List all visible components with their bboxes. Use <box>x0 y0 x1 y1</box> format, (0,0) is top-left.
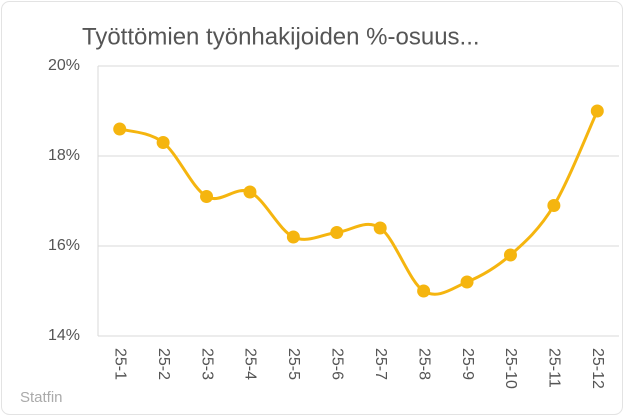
x-tick-label: 25-10 <box>502 348 519 389</box>
data-point <box>503 248 517 262</box>
data-point <box>200 190 214 203</box>
y-tick-label: 18% <box>48 147 80 164</box>
y-tick-label: 14% <box>48 327 80 344</box>
data-point <box>156 136 170 149</box>
x-tick-label: 25-5 <box>285 348 302 380</box>
data-point <box>113 122 127 136</box>
x-tick-label: 25-4 <box>242 348 259 380</box>
data-point <box>330 226 344 239</box>
chart-title: Työttömien työnhakijoiden %-osuus... <box>82 23 480 50</box>
x-tick-label: 25-7 <box>372 348 389 380</box>
x-tick-label: 25-8 <box>415 348 432 380</box>
x-tick-label: 25-6 <box>329 348 346 380</box>
data-point <box>417 284 431 298</box>
data-point <box>460 275 474 289</box>
data-point <box>286 230 300 244</box>
data-point <box>243 185 257 199</box>
data-point <box>373 221 387 235</box>
source: Statfin <box>20 389 63 406</box>
y-tick-label: 20% <box>48 57 80 74</box>
x-tick-label: 25-1 <box>111 348 128 380</box>
x-tick-label: 25-2 <box>155 348 172 380</box>
y-tick-label: 16% <box>48 237 80 254</box>
x-tick-label: 25-3 <box>198 348 215 380</box>
data-point <box>547 199 561 212</box>
x-tick-label: 25-12 <box>589 348 606 389</box>
data-point <box>590 104 604 118</box>
x-tick-label: 25-11 <box>546 348 563 388</box>
x-tick-label: 25-9 <box>459 348 476 380</box>
